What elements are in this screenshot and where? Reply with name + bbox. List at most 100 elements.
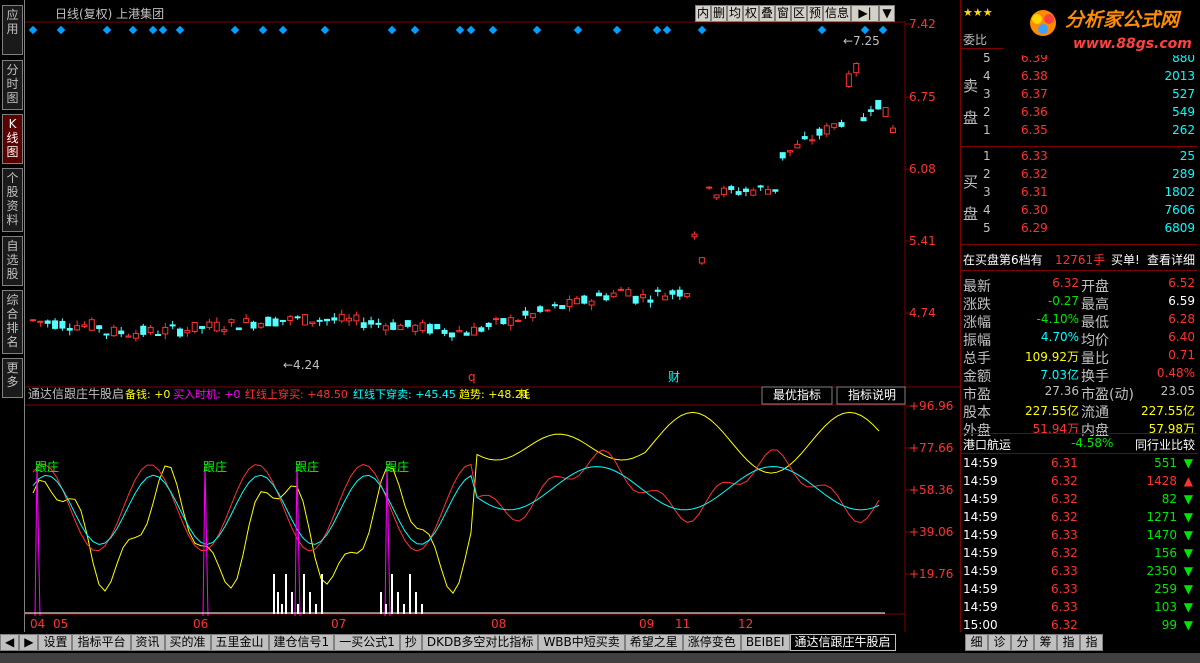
indicator-help-button[interactable] (836, 386, 906, 405)
panel-tab-4[interactable]: 指 (1057, 634, 1080, 651)
event-marker-q: q (468, 370, 476, 384)
candle-body (426, 324, 433, 334)
quote-row: 委比 (961, 30, 1197, 48)
candle-body (831, 123, 838, 128)
quote-row: 14:59 6.32 82 ▼ (963, 492, 1193, 506)
right-tabs: 细诊分筹指指 (965, 634, 1103, 651)
toolbar-button-1[interactable]: 删 (711, 5, 727, 22)
quote-row: 1 6.35 262 (983, 123, 1195, 137)
indicator-tab-6[interactable]: 一买公式1 (334, 634, 400, 651)
candle-body (779, 152, 786, 159)
best-indicator-button[interactable] (761, 386, 833, 405)
toolbar-button-3[interactable]: 权 (743, 5, 759, 22)
indicator-tab-0[interactable]: 设置 (38, 634, 73, 651)
candle-body (162, 327, 169, 335)
quote-row: 14:59 6.31 551 ▼ (963, 456, 1193, 470)
indicator-tab-7[interactable]: 抄 (399, 634, 422, 651)
genzhuang-spike (294, 464, 301, 617)
price-tick: 7.42 (909, 17, 936, 31)
panel-tab-1[interactable]: 诊 (988, 634, 1011, 651)
candle-body (382, 325, 389, 331)
indicator-tab-10[interactable]: 希望之星 (624, 634, 683, 651)
indicator-tab-13[interactable]: 通达信跟庄牛股启 (789, 634, 896, 651)
volume-bar (385, 604, 387, 614)
candle-body (735, 191, 742, 195)
left-tab-3[interactable]: 个股资料 (2, 168, 23, 232)
nav-right-icon[interactable]: ▶ (19, 634, 39, 651)
panel-tab-2[interactable]: 分 (1011, 634, 1034, 651)
candle-body (640, 294, 647, 299)
toolbar-button-10[interactable]: ▼ (879, 5, 895, 22)
candle-body (331, 317, 338, 321)
left-tab-6[interactable]: 更多 (2, 358, 23, 398)
genzhuang-spike (384, 464, 391, 617)
candle-body (676, 289, 683, 297)
chart-canvas[interactable]: 7.42 6.75 6.08 5.41 4.74 +96.96 +77.66 +58.36 +3… (25, 0, 960, 632)
candle-body (390, 322, 397, 330)
signal-diamond (320, 25, 330, 35)
candle-body (728, 186, 735, 190)
candle-body (404, 320, 411, 327)
quote-row: 3 6.37 527 (983, 87, 1195, 101)
left-tab-1[interactable]: 分时图 (2, 60, 23, 110)
panel-tab-5[interactable]: 指 (1080, 634, 1103, 651)
toolbar-button-7[interactable]: 预 (807, 5, 823, 22)
indicator-tab-11[interactable]: 涨停变色 (682, 634, 741, 651)
indicator-value: 买入时机: +0 (173, 387, 240, 401)
event-marker-cai: 财 (668, 370, 680, 384)
indicator-tab-9[interactable]: WBB中短买卖 (538, 634, 625, 651)
indicator-tab-4[interactable]: 五里金山 (210, 634, 269, 651)
candle-body (434, 323, 441, 330)
panel-tab-3[interactable]: 筹 (1034, 634, 1057, 651)
left-tab-5[interactable]: 综合排名 (2, 290, 23, 354)
indicator-tab-12[interactable]: BEIBEI (740, 634, 790, 651)
indicator-tab-3[interactable]: 买的准 (164, 634, 211, 651)
candle-body (507, 317, 514, 326)
cyan-line (32, 466, 880, 546)
buy-label: 买盘 (963, 173, 979, 223)
left-tab-2[interactable]: K线图 (2, 114, 23, 164)
candle-body (338, 313, 345, 322)
kline-chart-area[interactable]: 7.42 6.75 6.08 5.41 4.74 +96.96 +77.66 +58.36 +3… (25, 0, 960, 632)
candle-body (397, 324, 404, 331)
panel-tab-0[interactable]: 细 (965, 634, 988, 651)
candle-body (309, 321, 316, 325)
industry-compare-button[interactable]: 同行业比较 (1134, 438, 1195, 452)
left-tab-0[interactable]: 应用 (2, 5, 23, 55)
candle-body (272, 318, 279, 327)
quote-row: 涨幅 -4.10% 最低 6.28 (963, 312, 1195, 331)
toolbar-button-4[interactable]: 叠 (759, 5, 775, 22)
candle-body (52, 320, 59, 329)
indicator-tab-8[interactable]: DKDB多空对比指标 (421, 634, 539, 651)
volume-bar (297, 604, 299, 614)
candle-body (184, 330, 191, 334)
candle-body (867, 109, 874, 112)
left-tab-4[interactable]: 自选股 (2, 236, 23, 286)
candle-body (698, 257, 705, 264)
toolbar-button-6[interactable]: 区 (791, 5, 807, 22)
volume-bar (309, 592, 311, 614)
indicator-tab-5[interactable]: 建仓信号1 (268, 634, 335, 651)
sell-label: 卖盘 (963, 77, 979, 127)
toolbar-button-5[interactable]: 窗 (775, 5, 791, 22)
signal-diamond (56, 25, 66, 35)
view-detail-link[interactable]: 查看详细 (1146, 253, 1195, 267)
toolbar-button-0[interactable]: 内 (695, 5, 711, 22)
quote-row: 外盘 51.94万 内盘 57.98万 (963, 422, 1195, 439)
indicator-tab-1[interactable]: 指标平台 (72, 634, 131, 651)
trend-line (32, 411, 880, 594)
candle-body (118, 330, 125, 335)
toolbar-button-8[interactable]: 信息 (823, 5, 851, 22)
date-label: 09 (639, 617, 654, 631)
candle-body (456, 330, 463, 333)
candle-body (551, 304, 558, 307)
toolbar-button-2[interactable]: 均 (727, 5, 743, 22)
toolbar-button-9[interactable]: ▶| (851, 5, 879, 22)
nav-left-icon[interactable]: ◀ (0, 634, 20, 651)
candle-body (823, 125, 830, 135)
candle-body (154, 333, 161, 336)
indicator-tab-2[interactable]: 资讯 (130, 634, 165, 651)
candle-body (787, 150, 794, 153)
genzhuang-spike (34, 464, 41, 617)
volume-bar (281, 604, 283, 614)
